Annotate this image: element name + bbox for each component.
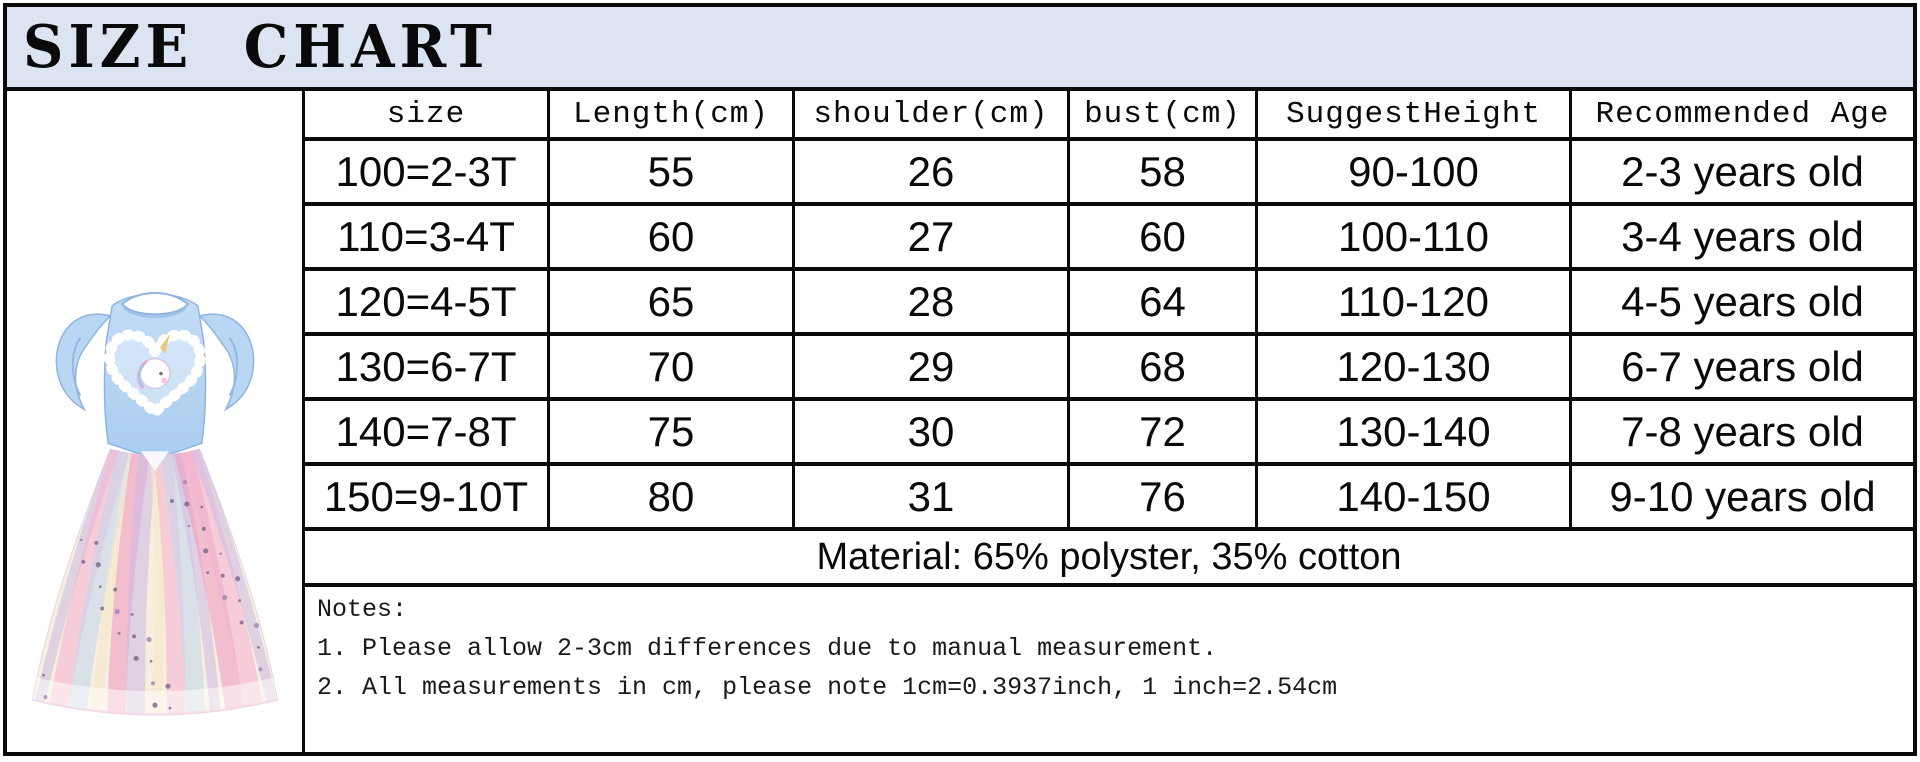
size-chart-sheet: SIZE CHART	[3, 3, 1917, 756]
size-table: size Length(cm) shoulder(cm) bust(cm) Sugges…	[305, 91, 1913, 752]
table-cell: 7-8 years old	[1621, 407, 1864, 455]
heart-applique	[103, 329, 206, 421]
header-cell: Length(cm)	[550, 91, 795, 137]
table-row: 130=6-7T 70 29 68 120-130 6-7 years old	[305, 336, 1913, 401]
table-cell: 64	[1070, 271, 1258, 332]
header-cell: shoulder(cm)	[795, 91, 1070, 137]
table-cell: 130-140	[1258, 401, 1572, 462]
table-cell: 120-130	[1258, 336, 1572, 397]
table-row: 150=9-10T 80 31 76 140-150 9-10 years old	[305, 466, 1913, 531]
waist-v-notch	[140, 451, 169, 472]
table-cell: 27	[795, 206, 1070, 267]
notes-section: Notes: 1. Please allow 2-3cm differences…	[305, 587, 1913, 752]
notes-label: Notes:	[317, 595, 408, 624]
chart-body: size Length(cm) shoulder(cm) bust(cm) Sugges…	[7, 91, 1913, 752]
table-cell: 55	[550, 141, 795, 202]
table-cell: 65	[550, 271, 795, 332]
table-cell: 130=6-7T	[305, 336, 550, 397]
title-band: SIZE CHART	[7, 7, 1913, 91]
note-line-1: 1. Please allow 2-3cm differences due to…	[317, 633, 1218, 663]
table-cell: 30	[795, 401, 1070, 462]
table-cell: 58	[1070, 141, 1258, 202]
table-cell: 9-10 years old	[1609, 472, 1876, 520]
table-cell: 80	[550, 466, 795, 527]
table-cell: 29	[795, 336, 1070, 397]
table-cell: 6-7 years old	[1621, 342, 1864, 390]
table-cell: 100-110	[1258, 206, 1572, 267]
unicorn-icon	[136, 333, 171, 390]
table-cell: 72	[1070, 401, 1258, 462]
table-cell: 28	[795, 271, 1070, 332]
table-cell: 140=7-8T	[305, 401, 550, 462]
table-cell: 140-150	[1258, 466, 1572, 527]
table-cell: 2-3 years old	[1621, 147, 1864, 195]
table-row: 120=4-5T 65 28 64 110-120 4-5 years old	[305, 271, 1913, 336]
dress-product-image	[31, 291, 278, 716]
table-cell: 60	[1070, 206, 1258, 267]
header-cell: SuggestHeight	[1258, 91, 1572, 137]
table-cell: 110=3-4T	[305, 206, 550, 267]
table-header-row: size Length(cm) shoulder(cm) bust(cm) Sugges…	[305, 91, 1913, 141]
header-cell: Recommended Age	[1595, 96, 1890, 132]
tutu-skirt	[31, 448, 278, 716]
page-title: SIZE CHART	[23, 12, 497, 82]
table-cell: 150=9-10T	[305, 466, 550, 527]
table-cell: 68	[1070, 336, 1258, 397]
flutter-sleeves	[55, 313, 254, 412]
header-cell: size	[305, 91, 550, 137]
material-row: Material: 65% polyster, 35% cotton	[305, 531, 1913, 587]
note-line-2: 2. All measurements in cm, please note 1…	[317, 672, 1338, 702]
header-cell: bust(cm)	[1070, 91, 1258, 137]
table-row: 140=7-8T 75 30 72 130-140 7-8 years old	[305, 401, 1913, 466]
table-cell: 120=4-5T	[305, 271, 550, 332]
table-row: 110=3-4T 60 27 60 100-110 3-4 years old	[305, 206, 1913, 271]
product-image-cell	[7, 91, 305, 752]
table-cell: 3-4 years old	[1621, 212, 1864, 260]
table-cell: 76	[1070, 466, 1258, 527]
table-cell: 70	[550, 336, 795, 397]
table-cell: 75	[550, 401, 795, 462]
table-cell: 26	[795, 141, 1070, 202]
table-cell: 4-5 years old	[1621, 277, 1864, 325]
table-cell: 100=2-3T	[305, 141, 550, 202]
table-cell: 60	[550, 206, 795, 267]
table-cell: 90-100	[1258, 141, 1572, 202]
table-cell: 110-120	[1258, 271, 1572, 332]
table-cell: 31	[795, 466, 1070, 527]
table-row: 100=2-3T 55 26 58 90-100 2-3 years old	[305, 141, 1913, 206]
